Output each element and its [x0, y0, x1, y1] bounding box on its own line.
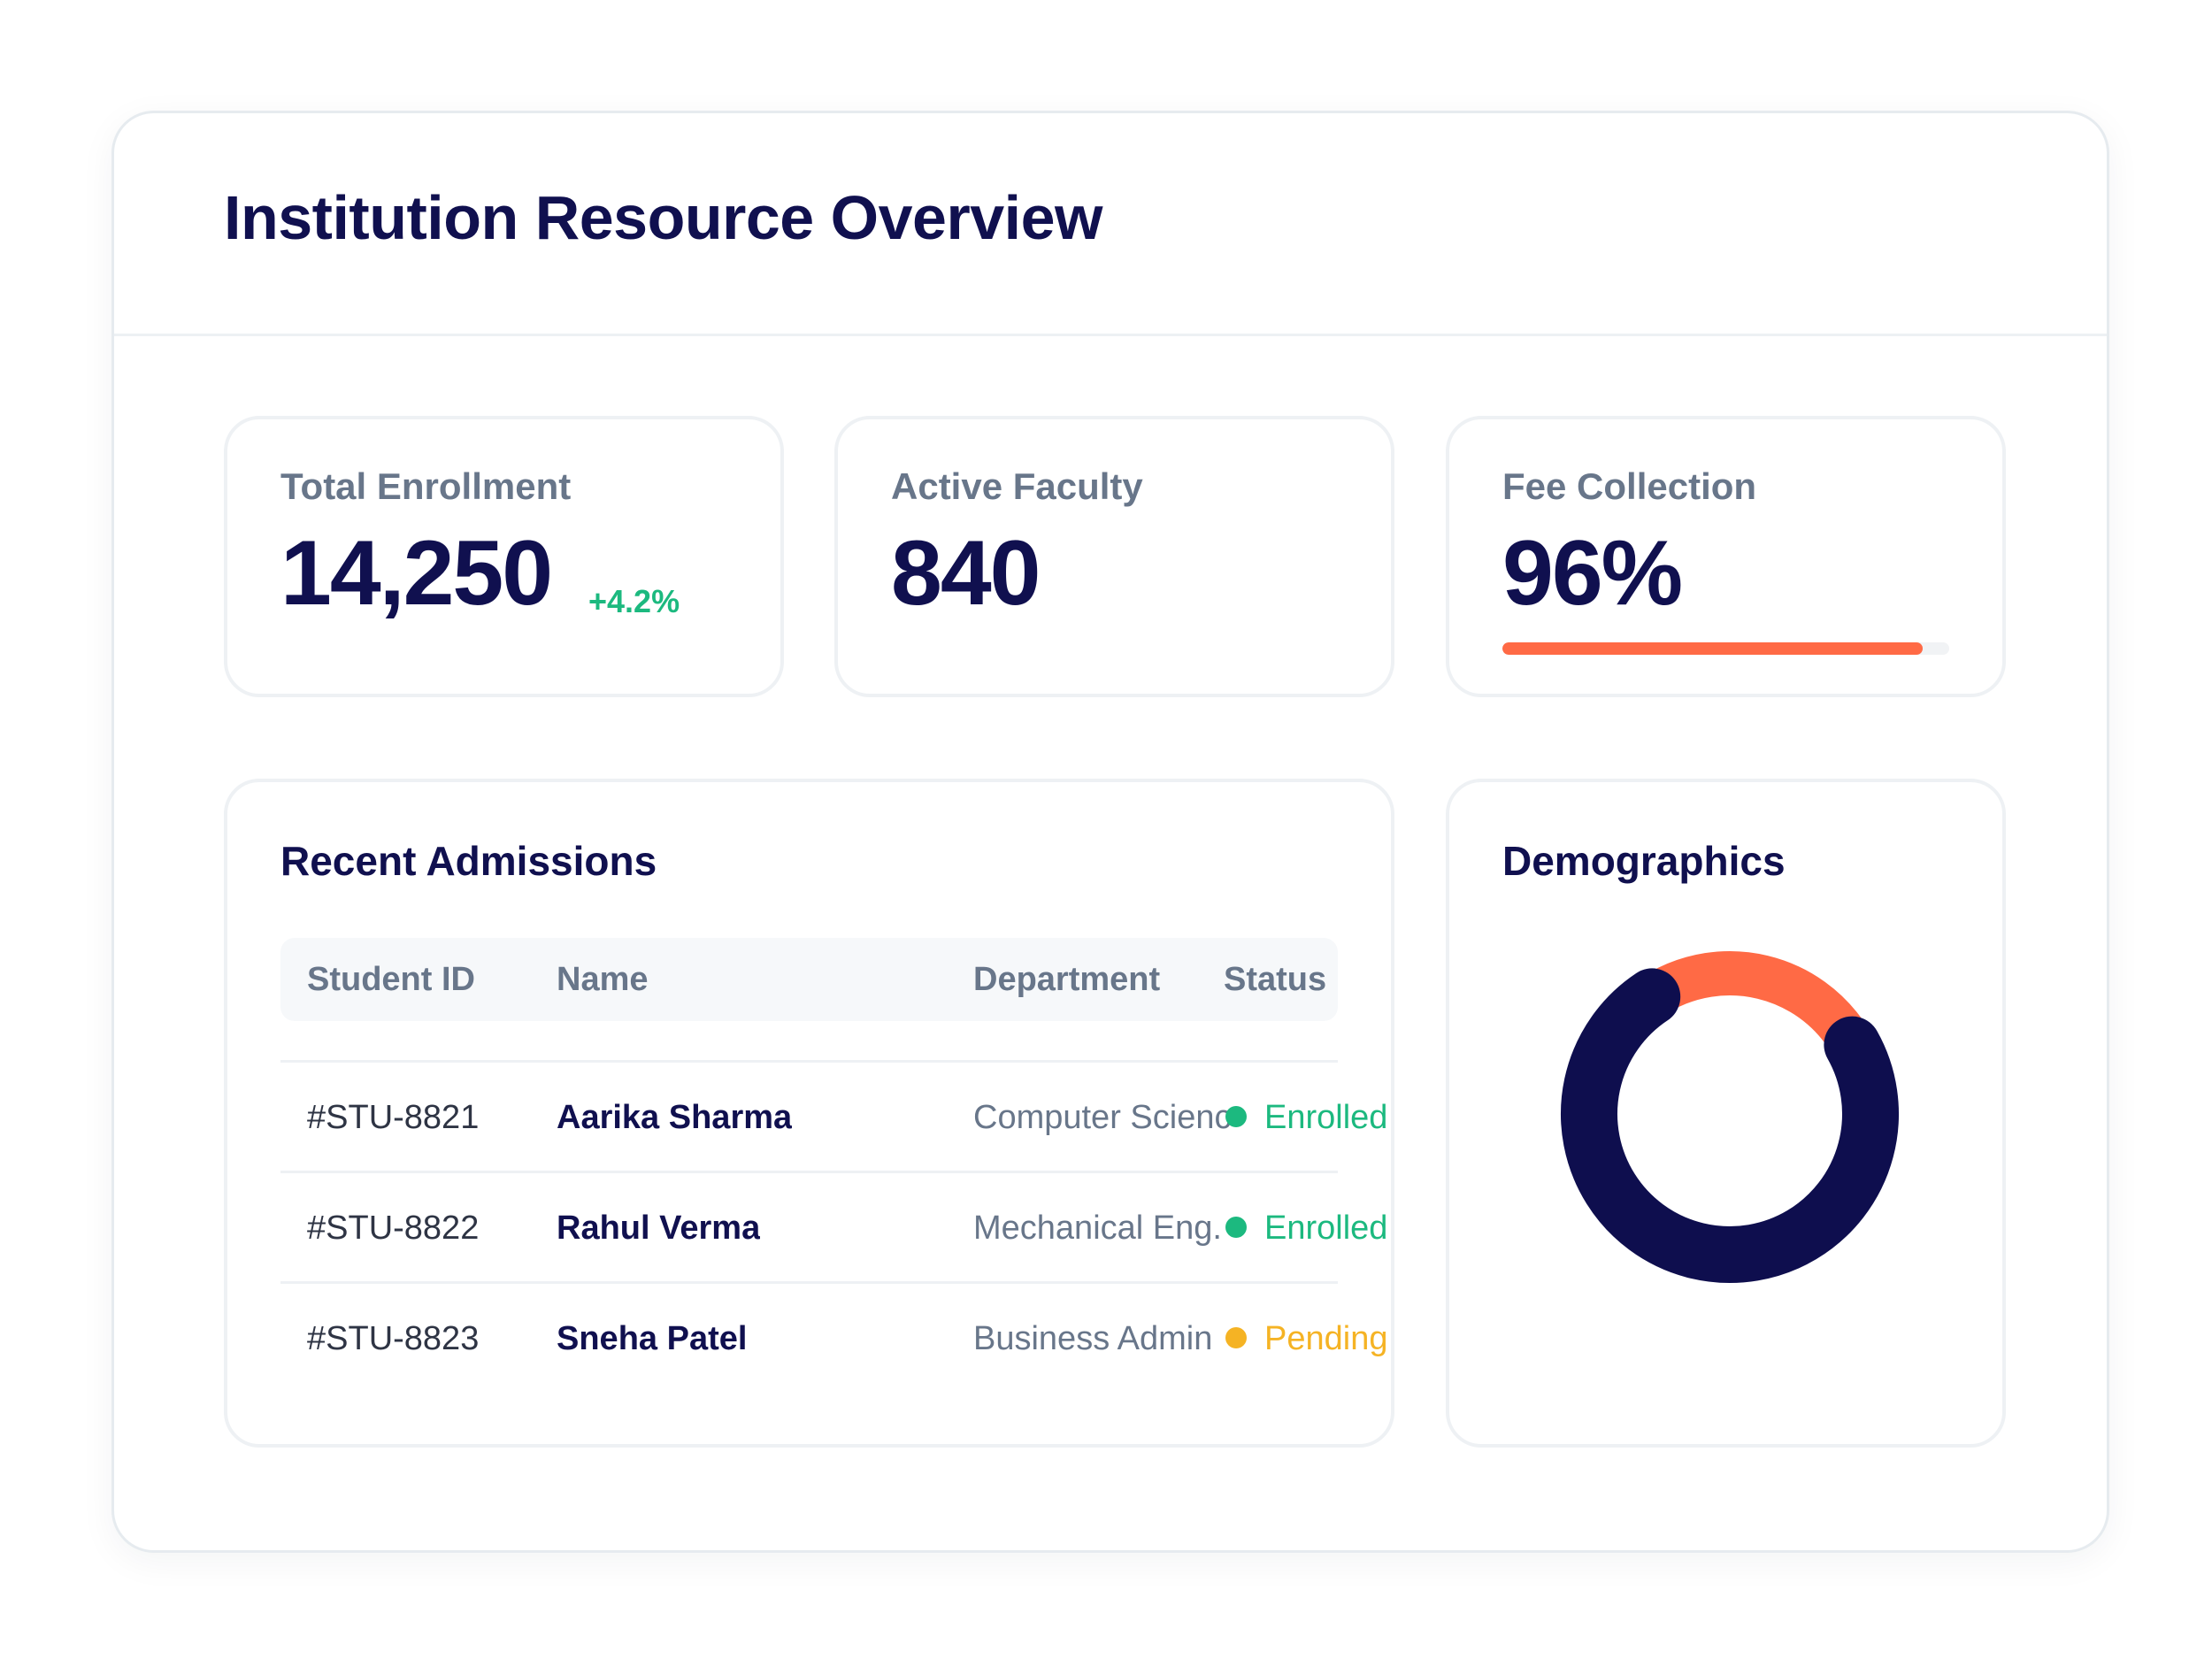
status-dot-icon — [1225, 1105, 1247, 1127]
student-id: #STU-8821 — [307, 1099, 480, 1136]
fee-progress-fill — [1502, 642, 1923, 655]
column-header-student-id[interactable]: Student ID — [307, 961, 475, 998]
status-dot-icon — [1225, 1326, 1247, 1348]
column-header-status[interactable]: Status — [1224, 961, 1327, 998]
student-id: #STU-8822 — [307, 1210, 480, 1247]
stat-label: Fee Collection — [1502, 465, 1757, 507]
table-row[interactable]: #STU-8821 Aarika Sharma Computer Science… — [280, 1060, 1387, 1172]
status-badge: Pending — [1225, 1284, 1387, 1394]
student-department: Computer Science — [973, 1099, 1232, 1136]
donut-segment-1[interactable] — [1638, 951, 1870, 1059]
section-title: Demographics — [1502, 838, 1786, 884]
student-name: Sneha Patel — [557, 1320, 748, 1357]
status-dot-icon — [1225, 1216, 1247, 1238]
demographics-card: Demographics — [1446, 779, 2006, 1448]
stat-change-badge: +4.2% — [588, 583, 680, 619]
status-text: Pending — [1264, 1320, 1388, 1357]
status-text: Enrolled — [1264, 1099, 1388, 1136]
recent-admissions-card: Recent Admissions Student ID Name Depart… — [224, 779, 1394, 1448]
stat-card-total-enrollment: Total Enrollment 14,250 +4.2% — [224, 416, 784, 697]
donut-segment-2[interactable] — [1561, 968, 1899, 1283]
student-id: #STU-8823 — [307, 1320, 480, 1357]
stat-card-fee-collection: Fee Collection 96% — [1446, 416, 2006, 697]
table-row[interactable]: #STU-8823 Sneha Patel Business Admin Pen… — [280, 1281, 1387, 1394]
student-department: Business Admin — [973, 1320, 1213, 1357]
column-header-name[interactable]: Name — [557, 961, 649, 998]
student-name: Rahul Verma — [557, 1210, 761, 1247]
stat-value: 96% — [1502, 522, 1683, 625]
fee-progress-bar — [1502, 642, 1949, 655]
header-divider — [114, 334, 2107, 336]
stat-label: Active Faculty — [891, 465, 1143, 507]
page-title: Institution Resource Overview — [224, 183, 1102, 252]
overview-panel: Institution Resource Overview Total Enro… — [111, 111, 2109, 1553]
demographics-donut-chart — [1561, 951, 1899, 1283]
section-title: Recent Admissions — [280, 838, 657, 884]
student-department: Mechanical Eng. — [973, 1210, 1222, 1247]
status-text: Enrolled — [1264, 1210, 1388, 1247]
status-badge: Enrolled — [1225, 1173, 1387, 1283]
stat-card-active-faculty: Active Faculty 840 — [834, 416, 1394, 697]
table-row[interactable]: #STU-8822 Rahul Verma Mechanical Eng. En… — [280, 1171, 1387, 1283]
column-header-department[interactable]: Department — [973, 961, 1161, 998]
table-header: Student ID Name Department Status — [280, 938, 1338, 1021]
stat-value: 840 — [891, 522, 1041, 625]
stat-value: 14,250 — [280, 522, 553, 625]
student-name: Aarika Sharma — [557, 1099, 793, 1136]
status-badge: Enrolled — [1225, 1063, 1387, 1172]
stat-label: Total Enrollment — [280, 465, 572, 507]
